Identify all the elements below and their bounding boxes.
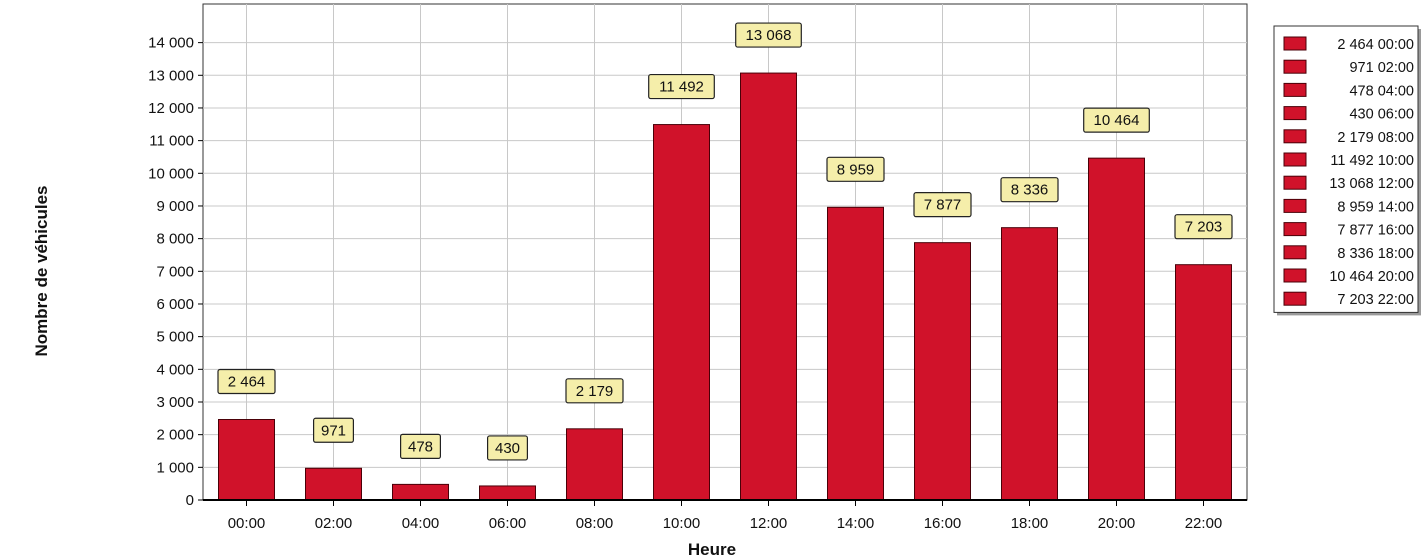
data-label-box — [1174, 214, 1233, 240]
y-tick-label: 1 000 — [156, 459, 194, 476]
x-tick-label: 04:00 — [402, 515, 440, 532]
y-tick-label: 2 000 — [156, 427, 194, 444]
y-tick-label: 3 000 — [156, 394, 194, 411]
y-tick-label: 10 000 — [148, 165, 194, 182]
legend-entry: 7 203 22:00 — [1337, 292, 1414, 308]
x-tick-label: 20:00 — [1098, 515, 1136, 532]
y-axis-ticks: 0 1 000 2 000 3 000 4 000 5 000 6 000 7 000 8 00… — [148, 35, 203, 509]
data-label: 13 068 — [746, 27, 792, 44]
y-tick-label: 5 000 — [156, 329, 194, 346]
x-tick-label: 22:00 — [1185, 515, 1223, 532]
legend-swatch — [1283, 106, 1307, 121]
legend: 2 464 00:00 971 02:00 478 04:00 430 06:00 2 … — [1273, 25, 1421, 316]
legend-swatch — [1283, 245, 1307, 260]
y-tick-label: 6 000 — [156, 296, 194, 313]
y-tick-label: 9 000 — [156, 198, 194, 215]
x-tick-label: 08:00 — [576, 515, 614, 532]
data-label-box — [487, 435, 529, 461]
legend-swatch — [1283, 175, 1307, 190]
data-label: 2 179 — [576, 383, 614, 400]
legend-entry: 2 464 00:00 — [1337, 37, 1414, 53]
bar — [653, 124, 710, 501]
x-tick-label: 02:00 — [315, 515, 353, 532]
bar — [740, 72, 797, 501]
bars — [218, 72, 1232, 501]
data-label: 2 464 — [228, 374, 266, 391]
bar — [479, 485, 536, 501]
data-label-box — [1000, 177, 1059, 203]
x-tick-label: 06:00 — [489, 515, 527, 532]
bar — [392, 483, 449, 501]
legend-entry: 430 06:00 — [1349, 107, 1414, 123]
data-label-box — [313, 417, 355, 443]
data-label: 971 — [321, 422, 346, 439]
x-tick-label: 14:00 — [837, 515, 875, 532]
data-label-box — [400, 433, 442, 459]
bar — [827, 206, 884, 501]
y-tick-label: 13 000 — [148, 67, 194, 84]
y-axis-title: Nombre de véhicules — [32, 185, 51, 356]
y-tick-label: 12 000 — [148, 100, 194, 117]
data-label: 8 336 — [1011, 182, 1049, 199]
data-label: 478 — [408, 438, 433, 455]
x-tick-label: 16:00 — [924, 515, 962, 532]
data-label: 8 959 — [837, 161, 875, 178]
y-tick-label: 0 — [186, 492, 194, 509]
data-label-box — [565, 378, 624, 404]
legend-entry: 8 959 14:00 — [1337, 199, 1414, 215]
legend-entry: 7 877 16:00 — [1337, 223, 1414, 239]
x-axis-title: Heure — [688, 540, 736, 559]
legend-swatch — [1283, 129, 1307, 144]
data-label: 11 492 — [659, 79, 704, 96]
y-tick-label: 8 000 — [156, 231, 194, 248]
data-label: 7 203 — [1185, 219, 1223, 236]
legend-entry: 8 336 18:00 — [1337, 246, 1414, 262]
data-label: 7 877 — [924, 197, 962, 214]
bar — [305, 467, 362, 501]
x-tick-label: 12:00 — [750, 515, 788, 532]
x-tick-label: 10:00 — [663, 515, 701, 532]
data-label-box — [648, 73, 715, 100]
bar — [1175, 264, 1232, 501]
legend-swatch — [1283, 152, 1307, 167]
legend-swatch — [1283, 59, 1307, 74]
legend-swatch — [1283, 36, 1307, 51]
legend-entry: 2 179 08:00 — [1337, 130, 1414, 146]
data-label-box — [826, 156, 885, 182]
bar — [566, 428, 623, 501]
y-tick-label: 14 000 — [148, 35, 194, 52]
data-label-box — [217, 368, 276, 395]
data-label-box — [1083, 107, 1150, 133]
y-tick-label: 4 000 — [156, 361, 194, 378]
legend-swatch — [1283, 82, 1307, 97]
data-label: 430 — [495, 440, 520, 457]
bar — [1001, 227, 1058, 501]
legend-swatch — [1283, 268, 1307, 283]
legend-swatch — [1283, 198, 1307, 213]
bar — [914, 242, 971, 501]
legend-swatch — [1283, 291, 1307, 306]
legend-entry: 11 492 10:00 — [1330, 153, 1414, 169]
legend-entry: 13 068 12:00 — [1329, 176, 1414, 192]
bar — [218, 419, 275, 501]
x-tick-label: 00:00 — [228, 515, 266, 532]
data-label: 10 464 — [1094, 112, 1140, 129]
legend-entry: 971 02:00 — [1349, 60, 1414, 76]
x-axis-ticks: 00:00 02:00 04:00 06:00 08:00 10:00 12:00 14:00… — [228, 500, 1223, 532]
x-tick-label: 18:00 — [1011, 515, 1049, 532]
bar — [1088, 157, 1145, 501]
data-labels: 2 464 971 478 430 2 179 11 492 13 068 8 959 7 87… — [217, 22, 1233, 461]
legend-entry: 10 464 20:00 — [1329, 269, 1414, 285]
y-tick-label: 11 000 — [149, 133, 194, 150]
y-tick-label: 7 000 — [156, 263, 194, 280]
legend-swatch — [1283, 222, 1307, 237]
data-label-box — [913, 192, 972, 218]
legend-box — [1273, 25, 1419, 313]
plot-area — [202, 3, 1248, 501]
legend-entry: 478 04:00 — [1349, 83, 1414, 99]
data-label-box — [735, 22, 802, 48]
